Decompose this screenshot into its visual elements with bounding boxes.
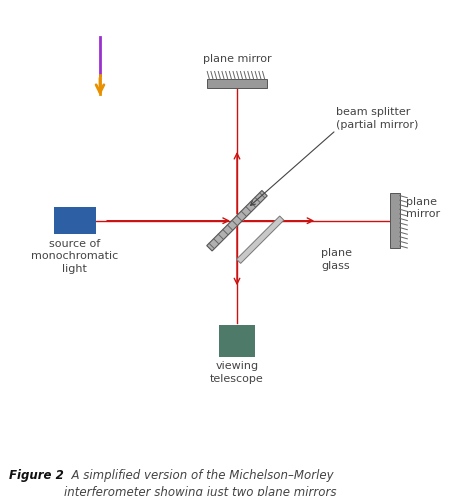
Text: Figure 2: Figure 2	[9, 469, 64, 482]
Bar	[208, 79, 266, 88]
Bar	[219, 325, 255, 357]
Bar	[54, 207, 96, 235]
Text: source of
monochromatic
light: source of monochromatic light	[31, 239, 118, 274]
Text: A simplified version of the Michelson–Morley
interferometer showing just two pla: A simplified version of the Michelson–Mo…	[64, 469, 337, 496]
Text: viewing
telescope: viewing telescope	[210, 361, 264, 384]
Bar	[391, 193, 400, 248]
Polygon shape	[207, 190, 267, 251]
Text: plane
glass: plane glass	[321, 248, 352, 271]
Text: plane
mirror: plane mirror	[406, 197, 440, 219]
Polygon shape	[237, 216, 284, 263]
Text: beam splitter
(partial mirror): beam splitter (partial mirror)	[336, 107, 419, 130]
Text: plane mirror: plane mirror	[203, 54, 271, 64]
